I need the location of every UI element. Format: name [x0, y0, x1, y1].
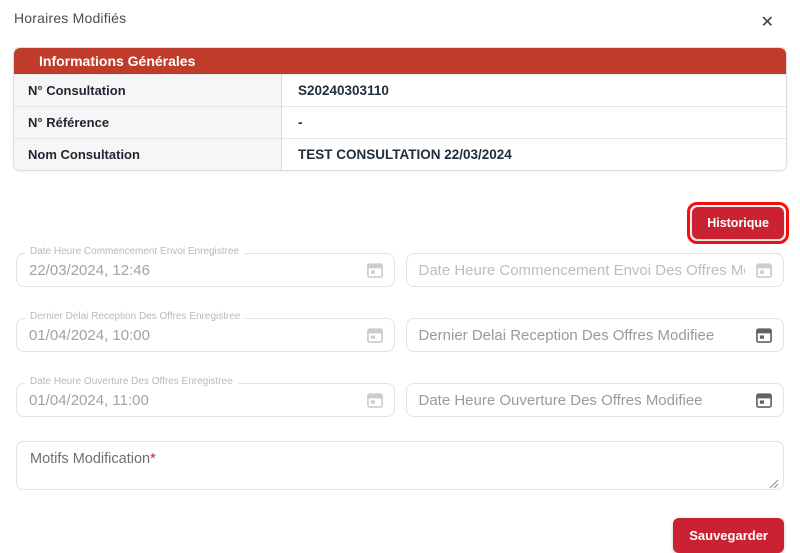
consultation-number-label: N° Consultation [14, 75, 282, 106]
table-row: N° Consultation S20240303110 [14, 74, 786, 106]
field-reception-modifiee [405, 318, 784, 352]
field-ouverture-modifiee [405, 383, 784, 417]
field-commencement-modifiee [405, 253, 784, 287]
table-row: N° Référence - [14, 106, 786, 138]
calendar-icon[interactable] [754, 390, 774, 410]
field-label: Date Heure Commencement Envoi Enregistre… [25, 246, 244, 257]
reference-number-value: - [282, 107, 786, 138]
reception-modifiee-input[interactable] [405, 318, 784, 352]
ouverture-enregistree-input [16, 383, 395, 417]
dialog-footer: Sauvegarder [0, 518, 784, 553]
ouverture-modifiee-input[interactable] [405, 383, 784, 417]
commencement-enregistree-input [16, 253, 395, 287]
calendar-icon[interactable] [754, 325, 774, 345]
dialog-title: Horaires Modifiés [14, 10, 127, 26]
field-ouverture-enregistree: Date Heure Ouverture Des Offres Enregist… [16, 376, 395, 417]
motifs-modification-field: Motifs Modification* [16, 441, 784, 490]
highlight-ring: Historique [687, 202, 789, 244]
reference-number-label: N° Référence [14, 107, 282, 138]
consultation-name-label: Nom Consultation [14, 139, 282, 170]
consultation-number-value: S20240303110 [282, 75, 786, 106]
calendar-icon [754, 260, 774, 280]
historique-row: Historique [0, 202, 789, 244]
close-icon[interactable]: ✕ [755, 10, 780, 34]
calendar-icon [365, 325, 385, 345]
commencement-modifiee-input [405, 253, 784, 287]
consultation-name-value: TEST CONSULTATION 22/03/2024 [282, 139, 786, 170]
field-label: Dernier Delai Reception Des Offres Enreg… [25, 311, 246, 322]
reception-enregistree-input [16, 318, 395, 352]
sauvegarder-button[interactable]: Sauvegarder [673, 518, 784, 553]
datetime-form: Date Heure Commencement Envoi Enregistre… [16, 246, 784, 417]
info-card-header: Informations Générales [14, 48, 786, 74]
motifs-textarea[interactable] [17, 442, 783, 489]
info-card: Informations Générales N° Consultation S… [13, 47, 787, 171]
table-row: Nom Consultation TEST CONSULTATION 22/03… [14, 138, 786, 170]
dialog-header: Horaires Modifiés ✕ [0, 0, 800, 34]
calendar-icon [365, 390, 385, 410]
field-label: Date Heure Ouverture Des Offres Enregist… [25, 376, 238, 387]
field-reception-enregistree: Dernier Delai Reception Des Offres Enreg… [16, 311, 395, 352]
field-commencement-enregistree: Date Heure Commencement Envoi Enregistre… [16, 246, 395, 287]
historique-button[interactable]: Historique [692, 207, 784, 239]
calendar-icon [365, 260, 385, 280]
